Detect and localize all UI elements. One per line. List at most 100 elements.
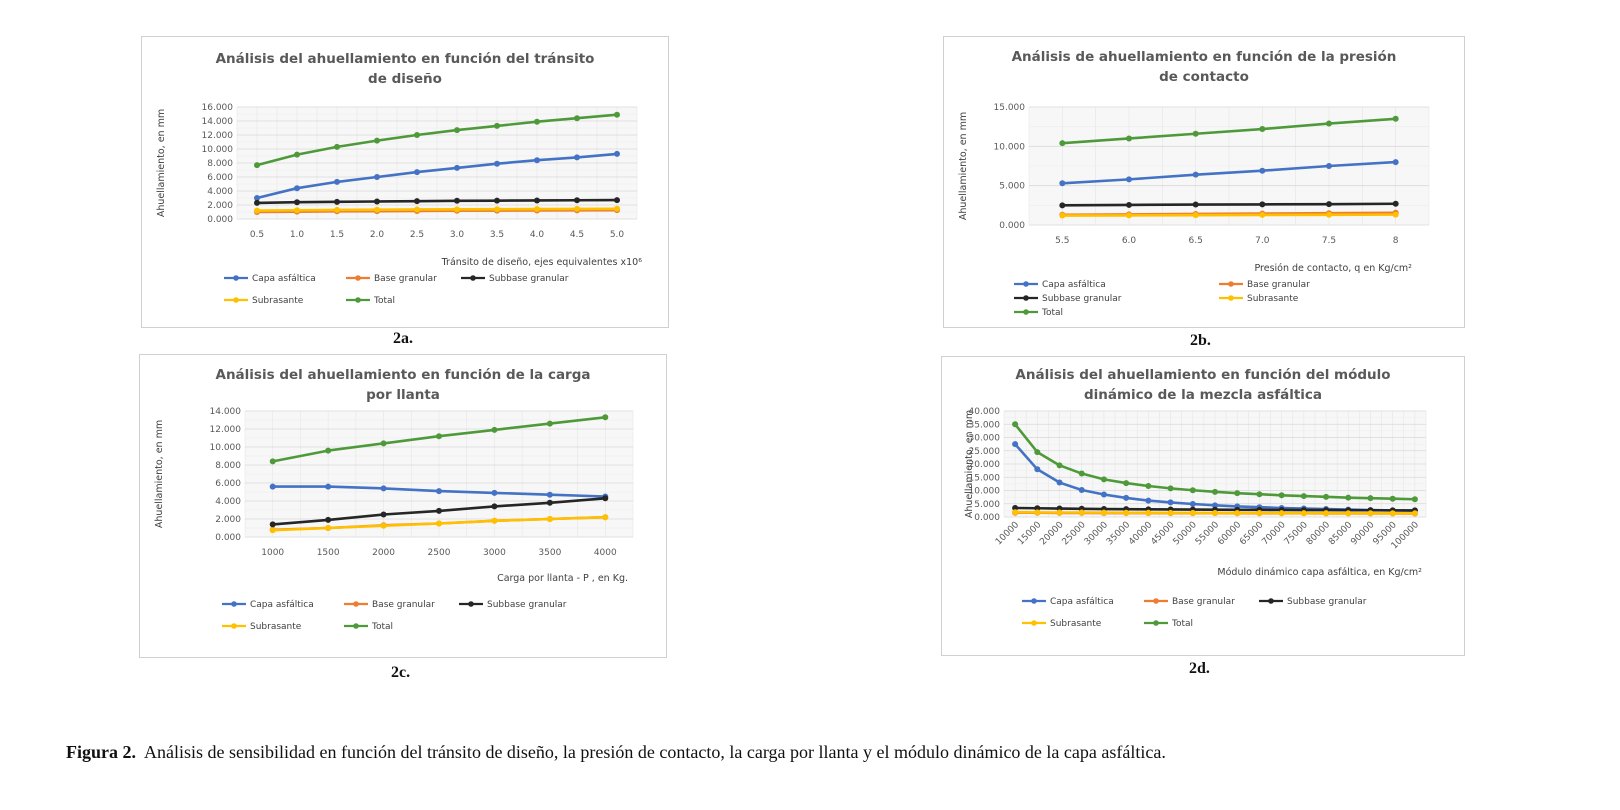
y-tick-label: 6.000	[207, 173, 233, 183]
y-tick-label: 14.000	[210, 407, 242, 417]
data-point-capa-asfaltica	[1189, 501, 1196, 508]
legend-label: Subrasante	[250, 622, 302, 632]
panel-label-2a: 2a.	[393, 330, 413, 347]
x-tick-label: 25000	[1061, 520, 1089, 548]
legend-label: Subbase granular	[487, 600, 567, 610]
data-point-total	[1234, 490, 1241, 497]
data-point-subbase-granular	[294, 199, 300, 206]
y-tick-label: 4.000	[215, 497, 241, 507]
data-point-subrasante	[1326, 211, 1332, 218]
legend-label: Total	[371, 622, 393, 632]
panel-label-2b: 2b.	[1190, 332, 1211, 349]
data-point-subrasante	[494, 206, 500, 213]
data-point-total	[1056, 462, 1063, 469]
data-point-capa-asfaltica	[1212, 502, 1218, 509]
data-point-subbase-granular	[546, 499, 553, 506]
legend-label: Capa asfáltica	[1050, 597, 1114, 607]
data-point-capa-asfaltica	[1059, 180, 1066, 187]
data-point-subrasante	[454, 206, 460, 213]
data-point-capa-asfaltica	[1192, 171, 1199, 178]
legend-swatch-marker	[355, 297, 361, 303]
data-point-subbase-granular	[1392, 200, 1399, 207]
legend-swatch-marker	[233, 297, 239, 303]
y-tick-label: 10.000	[994, 142, 1026, 152]
x-tick-label: 4000	[594, 548, 617, 558]
data-point-capa-asfaltica	[254, 195, 260, 201]
data-point-subrasante	[1259, 211, 1266, 218]
data-point-capa-asfaltica	[574, 154, 580, 161]
x-tick-label: 6.0	[1122, 236, 1137, 246]
data-point-subbase-granular	[1012, 504, 1019, 511]
legend-swatch-marker	[1228, 281, 1234, 287]
data-point-subrasante	[1389, 510, 1396, 517]
data-point-subrasante	[1345, 510, 1352, 517]
legend-swatch-marker	[353, 601, 359, 607]
data-point-total	[1078, 470, 1085, 477]
legend-swatch-marker	[1153, 620, 1159, 626]
x-tick-label: 6.5	[1189, 236, 1203, 246]
y-tick-label: 16.000	[202, 103, 234, 113]
x-tick-label: 3000	[483, 548, 506, 558]
x-tick-label: 35000	[1105, 520, 1133, 548]
series-line-base-granular	[256, 208, 618, 214]
data-point-total	[1145, 482, 1152, 489]
data-point-subrasante	[1411, 510, 1418, 517]
data-point-total	[294, 151, 300, 158]
data-point-subrasante	[414, 206, 420, 213]
data-point-capa-asfaltica	[269, 483, 276, 490]
data-point-subrasante	[1392, 211, 1399, 218]
legend-label: Subrasante	[1247, 294, 1299, 304]
data-point-subrasante	[1100, 509, 1107, 516]
data-point-capa-asfaltica	[1034, 466, 1041, 473]
data-point-total	[374, 137, 380, 144]
data-point-total	[1411, 496, 1418, 503]
data-point-subbase-granular	[1326, 201, 1332, 208]
data-point-total	[380, 440, 387, 447]
x-tick-label: 7.0	[1255, 236, 1270, 246]
data-point-subrasante	[374, 206, 380, 213]
x-tick-label: 1000	[261, 548, 284, 558]
legend-swatch-marker	[470, 275, 476, 281]
data-point-subbase-granular	[334, 198, 340, 205]
data-point-total	[325, 447, 332, 454]
legend-label: Base granular	[1247, 280, 1310, 290]
legend-label: Subrasante	[1050, 619, 1102, 629]
data-point-subbase-granular	[1192, 201, 1199, 208]
data-point-total	[494, 122, 500, 129]
data-point-capa-asfaltica	[1392, 159, 1399, 166]
data-point-subrasante	[1234, 510, 1241, 517]
data-point-subrasante	[602, 514, 609, 521]
data-point-total	[1300, 493, 1307, 500]
x-tick-label: 5.0	[610, 230, 625, 240]
data-point-total	[1059, 140, 1066, 147]
legend-swatch-marker	[231, 623, 237, 629]
data-point-total	[1012, 421, 1019, 428]
y-tick-label: 14.000	[202, 117, 234, 127]
data-point-subbase-granular	[534, 197, 540, 204]
data-point-capa-asfaltica	[1145, 497, 1152, 504]
data-point-subbase-granular	[380, 511, 387, 518]
y-tick-label: 40.000	[969, 407, 1001, 417]
legend-label: Total	[373, 296, 395, 306]
data-point-capa-asfaltica	[491, 489, 498, 496]
data-point-subrasante	[1212, 510, 1218, 517]
x-tick-label: 0.5	[250, 230, 264, 240]
legend-swatch-marker	[1031, 620, 1037, 626]
data-point-capa-asfaltica	[494, 160, 500, 167]
data-point-total	[614, 111, 620, 118]
legend-swatch-marker	[1153, 598, 1159, 604]
data-point-total	[414, 132, 420, 138]
data-point-total	[1034, 449, 1041, 456]
data-point-capa-asfaltica	[1078, 486, 1085, 493]
y-tick-label: 0.000	[999, 221, 1025, 231]
x-tick-label: 70000	[1260, 520, 1288, 548]
data-point-subrasante	[1034, 509, 1041, 516]
data-point-subrasante	[436, 520, 442, 527]
series-line-subrasante	[256, 207, 618, 212]
data-point-total	[1192, 130, 1199, 137]
data-point-capa-asfaltica	[380, 485, 387, 492]
data-point-subrasante	[574, 205, 580, 212]
legend-swatch-marker	[1023, 295, 1029, 301]
data-point-total	[1189, 487, 1196, 494]
chart-plot-2c: 0.000 2.000 4.000 6.000 8.000 10.000 12.000 14.…	[154, 407, 634, 632]
